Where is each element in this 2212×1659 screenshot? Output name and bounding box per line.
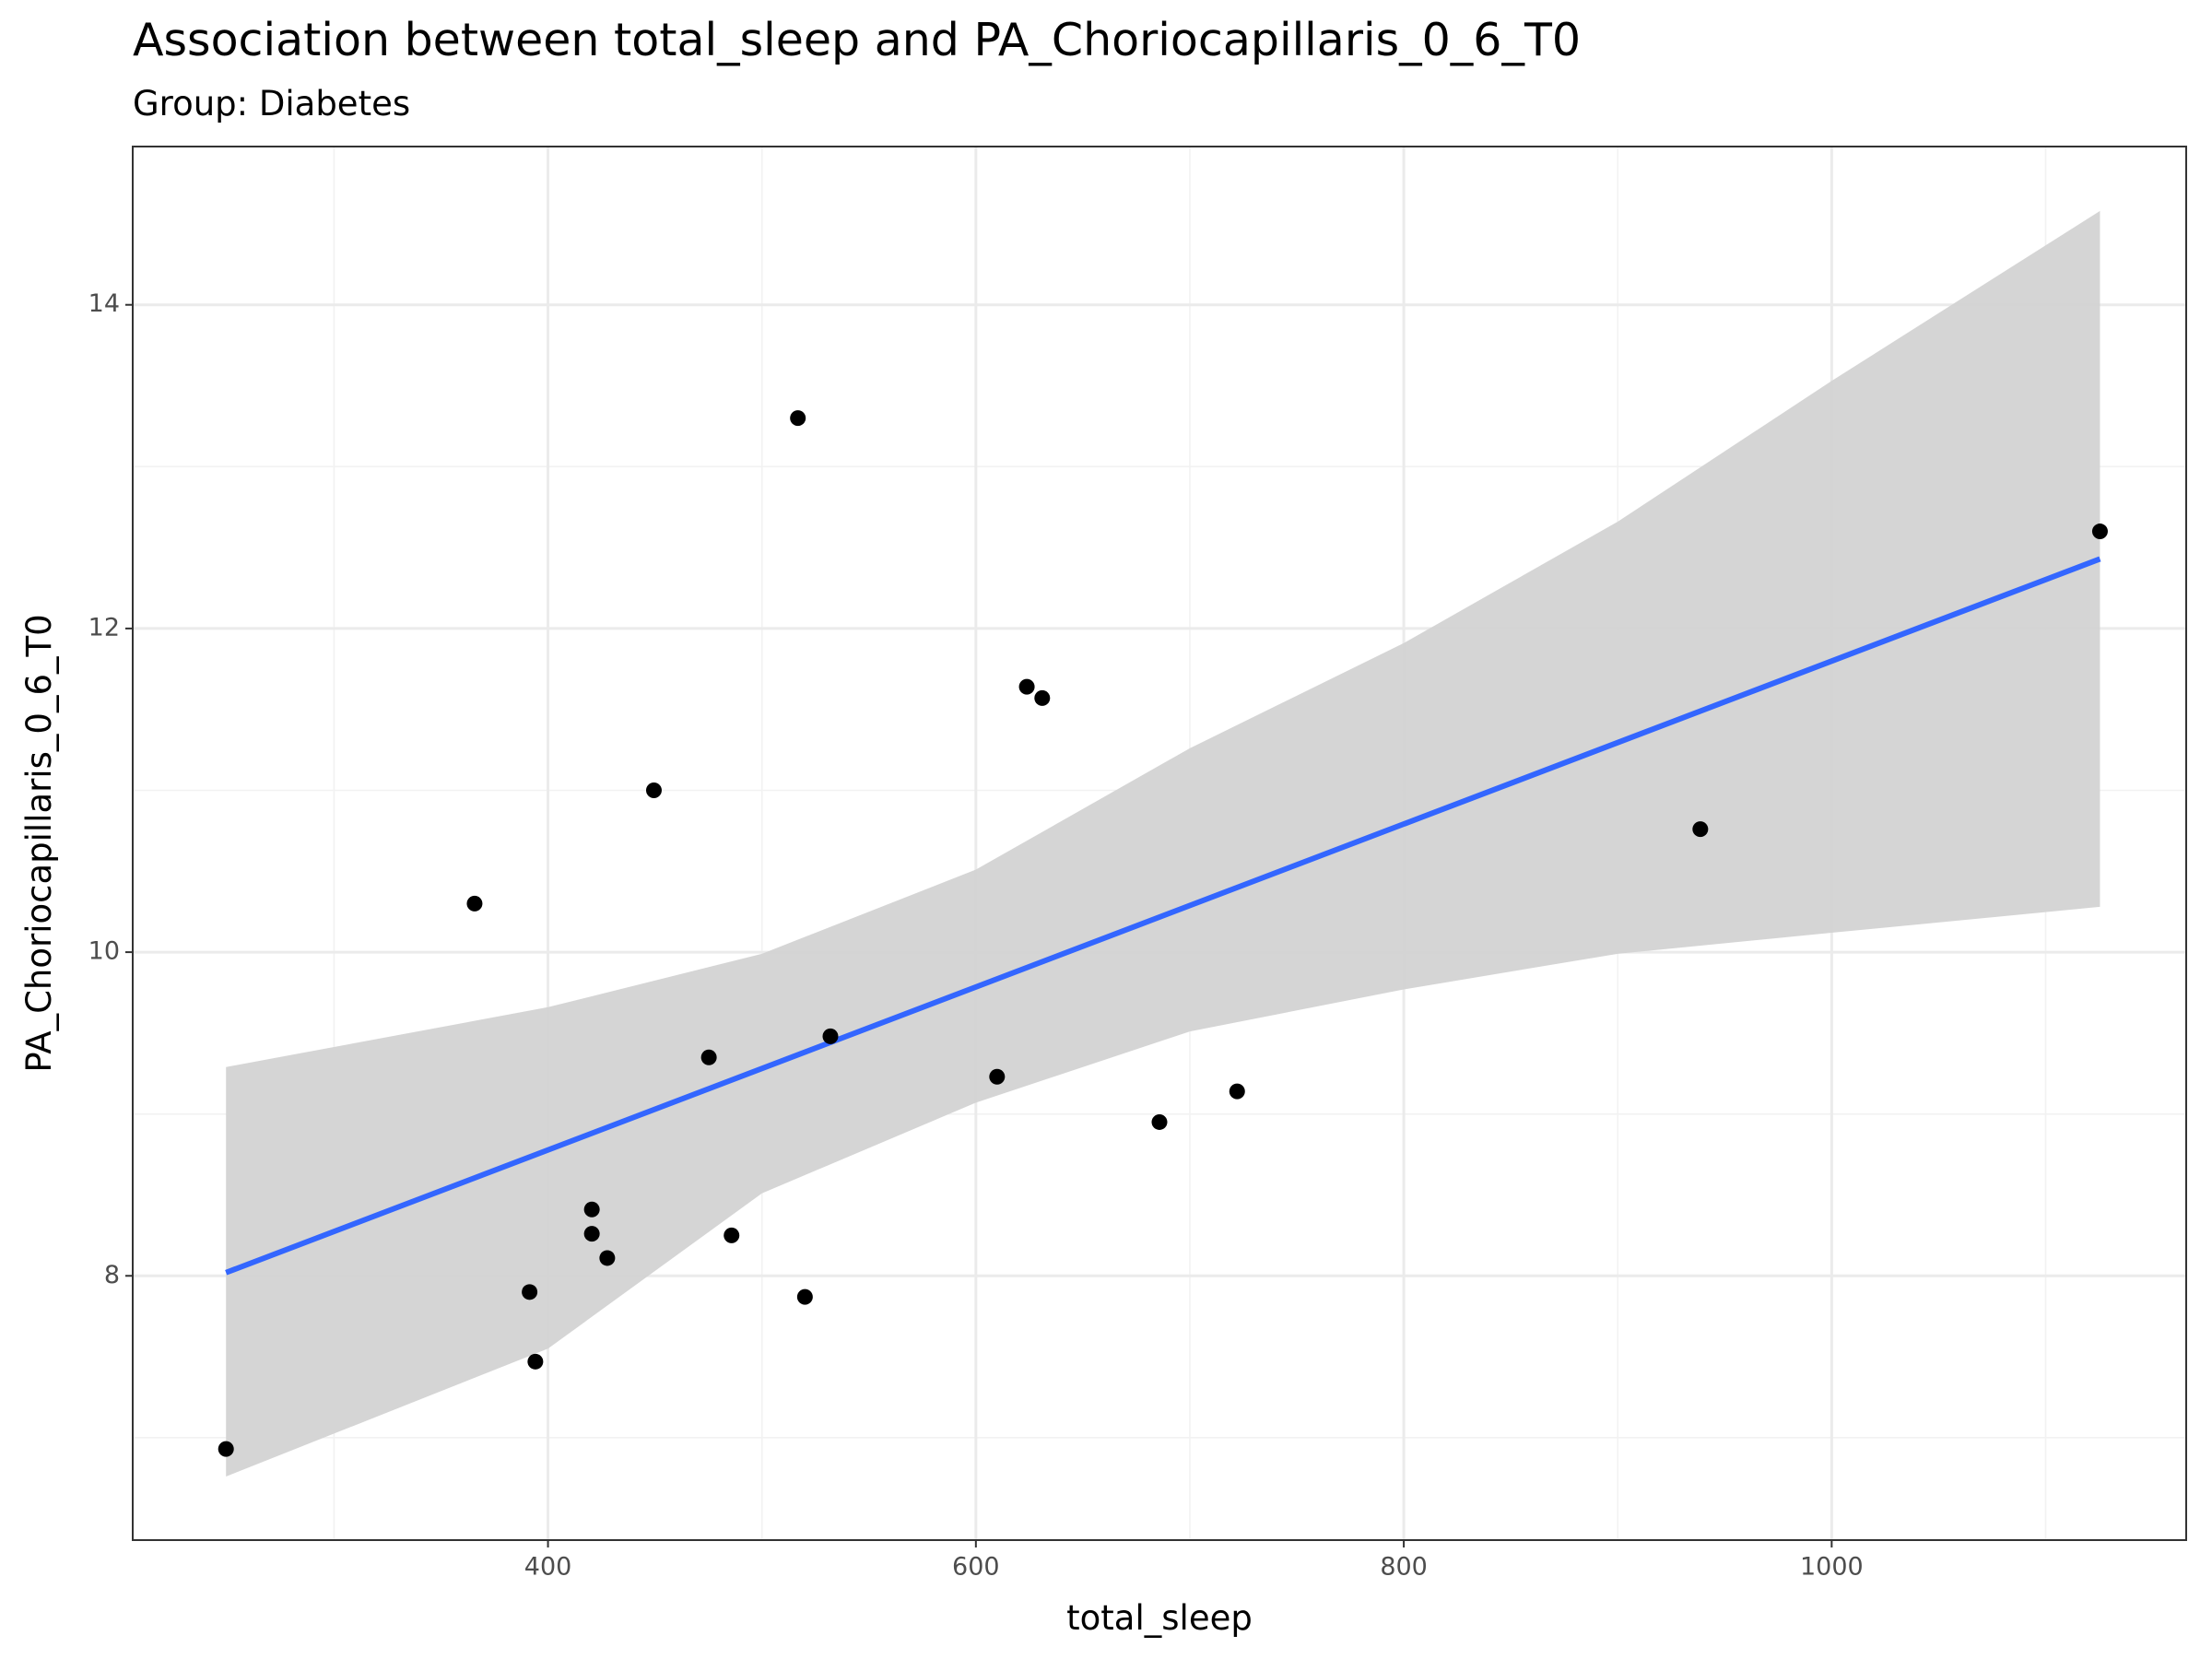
point — [218, 1441, 234, 1457]
point — [790, 410, 806, 427]
point — [1229, 1083, 1245, 1100]
y-tick-label: 14 — [88, 289, 120, 318]
y-axis-title: PA_Choriocapillaris_0_6_T0 — [19, 614, 59, 1072]
point — [822, 1028, 839, 1044]
x-tick-label: 400 — [524, 1553, 572, 1582]
x-axis-title: total_sleep — [1066, 1598, 1253, 1638]
x-tick-label: 600 — [952, 1553, 1000, 1582]
x-tick-label: 1000 — [1800, 1553, 1864, 1582]
point — [989, 1068, 1006, 1085]
y-tick-label: 8 — [104, 1261, 120, 1289]
confidence-band — [226, 210, 2100, 1477]
point — [1151, 1113, 1168, 1130]
point — [724, 1227, 740, 1243]
point — [599, 1250, 616, 1266]
point — [583, 1226, 600, 1242]
y-tick-label: 12 — [88, 613, 120, 641]
chart-title: Association between total_sleep and PA_C… — [133, 14, 1581, 66]
y-tick-label: 10 — [88, 937, 120, 966]
point — [700, 1049, 717, 1065]
point — [796, 1288, 813, 1305]
point — [1692, 821, 1709, 838]
point — [645, 782, 662, 798]
chart-subtitle: Group: Diabetes — [133, 84, 410, 124]
point — [1034, 689, 1051, 706]
point — [466, 895, 483, 912]
panel-border — [132, 146, 2187, 1541]
x-tick-label: 800 — [1380, 1553, 1428, 1582]
point — [1018, 678, 1035, 695]
point — [522, 1284, 538, 1300]
point — [2091, 524, 2108, 540]
point — [527, 1353, 544, 1370]
fit-line — [225, 556, 2101, 1276]
point — [583, 1201, 600, 1218]
